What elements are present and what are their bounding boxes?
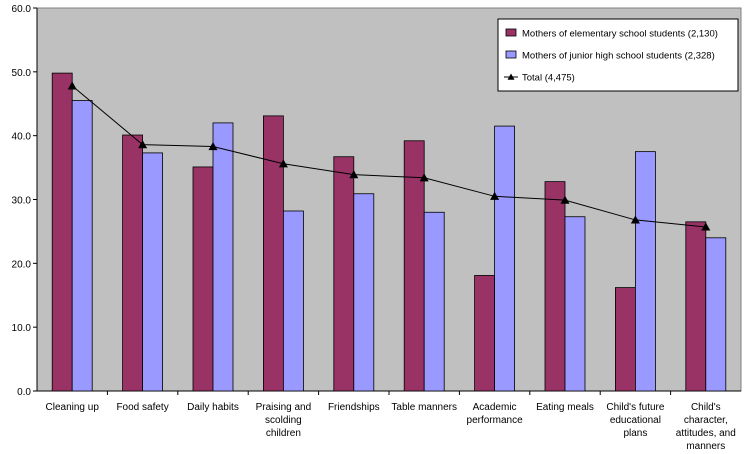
total-point (701, 222, 711, 231)
total-point (560, 195, 570, 204)
bar-elementary (544, 181, 566, 392)
bar-elementary (685, 221, 707, 392)
bar-elementary (474, 275, 496, 392)
x-tick-label: Child's character, attitudes, and manners (676, 402, 736, 452)
y-tick-label: 40.0 (12, 132, 32, 143)
total-point (419, 173, 429, 182)
x-tick-label: Table manners (391, 402, 457, 413)
legend (497, 18, 739, 92)
bar-junior-high (635, 151, 656, 392)
bar-junior-high (142, 152, 164, 392)
x-tick-label: Cleaning up (46, 402, 100, 413)
bar-junior-high (282, 210, 304, 392)
bar-elementary (122, 134, 143, 392)
total-point (208, 142, 218, 151)
bar-junior-high (71, 100, 93, 392)
bar-junior-high (212, 122, 234, 392)
y-tick-label: 10.0 (12, 323, 32, 334)
bar-elementary (403, 140, 425, 392)
x-tick-label: Child's future educational plans (606, 402, 664, 439)
total-point (278, 159, 288, 168)
x-tick-label: Friendships (328, 402, 380, 413)
bar-elementary (262, 115, 284, 392)
bar-elementary (615, 287, 636, 392)
legend-swatch (505, 50, 517, 59)
total-point (138, 140, 148, 149)
x-tick-label: Food safety (116, 402, 168, 413)
total-point (349, 170, 359, 179)
y-tick-label: 20.0 (12, 259, 32, 270)
x-tick-label: Praising and scolding children (256, 402, 312, 439)
y-tick-label: 0.0 (17, 387, 31, 398)
y-tick-label: 60.0 (12, 4, 32, 15)
x-tick-label: Daily habits (187, 402, 239, 413)
legend-label: Mothers of elementary school students (2… (522, 29, 718, 40)
total-point (630, 215, 640, 224)
bar-junior-high (705, 237, 727, 392)
total-line (71, 85, 706, 228)
total-point (67, 81, 77, 90)
y-tick-label: 50.0 (12, 68, 32, 79)
x-tick-label: Eating meals (536, 402, 594, 413)
bar-elementary (192, 166, 214, 392)
legend-marker (507, 73, 515, 80)
bar-junior-high (494, 125, 516, 392)
bar-elementary (333, 156, 355, 392)
legend-swatch (505, 28, 517, 37)
legend-label: Mothers of junior high school students (… (522, 51, 715, 62)
bar-elementary (51, 72, 73, 392)
total-point (490, 191, 500, 200)
bar-junior-high (353, 193, 375, 392)
x-tick-label: Academic performance (467, 402, 524, 426)
y-tick-label: 30.0 (12, 196, 32, 207)
bar-junior-high (564, 216, 586, 392)
bar-junior-high (423, 211, 445, 392)
legend-label: Total (4,475) (522, 73, 575, 84)
